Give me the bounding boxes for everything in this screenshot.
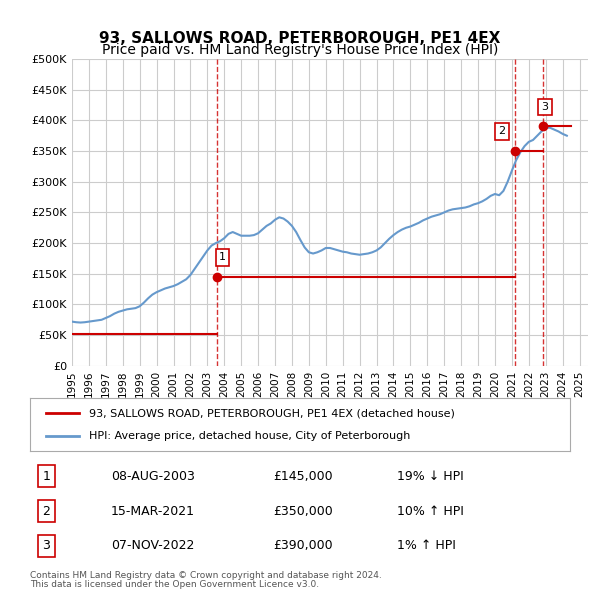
Text: £350,000: £350,000 bbox=[273, 504, 333, 517]
Text: 08-AUG-2003: 08-AUG-2003 bbox=[111, 470, 195, 483]
Text: 19% ↓ HPI: 19% ↓ HPI bbox=[397, 470, 464, 483]
Text: 93, SALLOWS ROAD, PETERBOROUGH, PE1 4EX (detached house): 93, SALLOWS ROAD, PETERBOROUGH, PE1 4EX … bbox=[89, 408, 455, 418]
Text: 2: 2 bbox=[42, 504, 50, 517]
Text: Contains HM Land Registry data © Crown copyright and database right 2024.: Contains HM Land Registry data © Crown c… bbox=[30, 571, 382, 580]
Text: 1: 1 bbox=[42, 470, 50, 483]
Text: 93, SALLOWS ROAD, PETERBOROUGH, PE1 4EX: 93, SALLOWS ROAD, PETERBOROUGH, PE1 4EX bbox=[100, 31, 500, 46]
Text: 1: 1 bbox=[219, 252, 226, 262]
Text: HPI: Average price, detached house, City of Peterborough: HPI: Average price, detached house, City… bbox=[89, 431, 411, 441]
Text: 3: 3 bbox=[541, 102, 548, 112]
Text: 2: 2 bbox=[498, 126, 505, 136]
Text: 1% ↑ HPI: 1% ↑ HPI bbox=[397, 539, 456, 552]
Text: Price paid vs. HM Land Registry's House Price Index (HPI): Price paid vs. HM Land Registry's House … bbox=[102, 43, 498, 57]
Text: 07-NOV-2022: 07-NOV-2022 bbox=[111, 539, 194, 552]
Text: 15-MAR-2021: 15-MAR-2021 bbox=[111, 504, 195, 517]
Text: £390,000: £390,000 bbox=[273, 539, 332, 552]
Text: £145,000: £145,000 bbox=[273, 470, 332, 483]
Text: This data is licensed under the Open Government Licence v3.0.: This data is licensed under the Open Gov… bbox=[30, 579, 319, 589]
Text: 10% ↑ HPI: 10% ↑ HPI bbox=[397, 504, 464, 517]
Text: 3: 3 bbox=[42, 539, 50, 552]
